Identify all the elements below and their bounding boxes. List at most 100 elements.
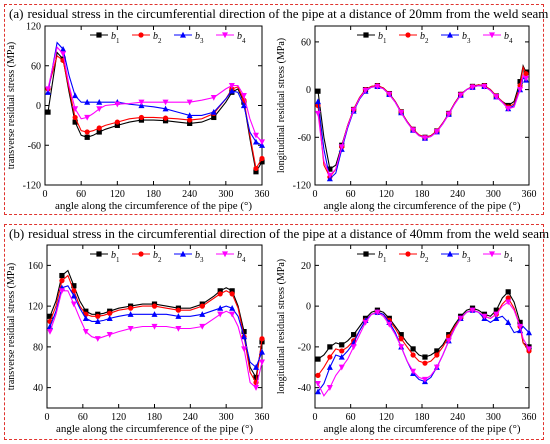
x-tick-label: 60: [346, 189, 356, 200]
x-tick-label: 60: [78, 412, 88, 423]
panel-b: (b) residual stress in the circumferentia…: [4, 224, 549, 440]
legend-marker-b4: [222, 251, 228, 258]
data-point-b3: [175, 313, 182, 319]
data-point-b1: [83, 308, 89, 314]
x-tick-label: 120: [379, 412, 394, 423]
legend-label-b1: b1: [378, 250, 387, 264]
panel-a-title-text: residual stress in the circumferential d…: [27, 6, 549, 21]
series-line-b2: [49, 274, 263, 385]
data-point-b4: [410, 368, 417, 375]
plot-frame: [314, 244, 530, 409]
data-point-b1: [71, 283, 77, 289]
data-point-b3: [240, 102, 247, 109]
data-point-b1: [493, 307, 499, 313]
data-point-b2: [253, 165, 259, 172]
data-point-b2: [162, 115, 169, 121]
data-point-b4: [469, 84, 476, 91]
data-point-b4: [517, 87, 524, 93]
y-tick-label: 60: [31, 61, 41, 72]
data-point-b1: [253, 374, 259, 381]
data-point-b3: [186, 112, 193, 119]
y-tick-label: -60: [28, 141, 41, 152]
y-tick-label: 160: [28, 261, 43, 272]
data-point-b1: [315, 88, 321, 94]
data-point-b4: [445, 338, 452, 344]
data-point-b2: [259, 336, 265, 342]
data-point-b2: [59, 278, 65, 284]
x-axis-label: angle along the circumference of the pip…: [323, 200, 520, 212]
data-point-b3: [326, 364, 333, 370]
data-point-b2: [339, 348, 345, 354]
legend-marker-b3: [447, 31, 453, 38]
y-tick-label: -120: [23, 181, 41, 192]
legend-label-b1: b1: [111, 250, 120, 264]
data-point-b4: [70, 301, 77, 308]
series-line-b3: [47, 41, 263, 146]
legend-label-b1: b1: [111, 31, 120, 45]
data-point-b4: [314, 110, 321, 117]
data-point-b4: [421, 135, 428, 142]
data-point-b4: [106, 332, 113, 338]
x-tick-label: 180: [415, 412, 430, 423]
series-line-b1: [317, 64, 527, 171]
x-tick-label: 120: [111, 412, 126, 423]
data-point-b4: [241, 346, 248, 353]
data-point-b2: [107, 310, 113, 316]
chart-3: 0 60 120 180 240 300 360 40 80 120 160 angle along …: [6, 244, 270, 435]
x-tick-label: 0: [45, 412, 50, 423]
legend-marker-b4: [489, 32, 495, 39]
data-point-b4: [46, 328, 53, 335]
data-point-b3: [229, 304, 236, 311]
data-point-b3: [253, 364, 260, 370]
data-point-b1: [351, 332, 357, 338]
data-point-b2: [259, 155, 265, 162]
data-point-b1: [241, 328, 247, 335]
x-tick-label: 180: [146, 189, 161, 200]
series-line-b4: [317, 74, 527, 177]
data-point-b3: [106, 315, 113, 321]
data-point-b4: [386, 321, 393, 328]
data-point-b4: [175, 325, 182, 332]
data-point-b4: [505, 299, 512, 306]
y-tick-label: -120: [293, 181, 311, 192]
series-b3: [45, 41, 265, 148]
data-point-b3: [162, 105, 169, 112]
series-line-b3: [317, 76, 527, 180]
y-tick-label: 80: [33, 342, 43, 353]
series-b3: [314, 307, 532, 395]
data-point-b1: [45, 109, 51, 115]
legend-label-b3: b3: [195, 31, 204, 45]
x-tick-label: 360: [522, 189, 537, 200]
data-point-b1: [229, 288, 235, 294]
data-point-b4: [60, 51, 67, 58]
x-tick-label: 360: [255, 412, 270, 423]
legend-label-b3: b3: [462, 250, 471, 264]
legend: b1 b2 b3 b4: [357, 250, 513, 264]
plot-frame: [314, 25, 530, 186]
legend-marker-b1: [363, 32, 369, 38]
x-tick-label: 180: [415, 189, 430, 200]
legend-label-b2: b2: [420, 250, 429, 264]
data-point-b4: [314, 380, 321, 387]
data-point-b2: [217, 291, 223, 297]
data-point-b4: [386, 91, 393, 98]
data-point-b4: [433, 364, 440, 371]
data-point-b2: [505, 295, 511, 301]
legend-label-b3: b3: [195, 250, 204, 264]
data-point-b4: [410, 127, 417, 134]
data-point-b1: [138, 117, 145, 123]
data-point-b4: [526, 346, 532, 353]
x-tick-label: 240: [450, 189, 465, 200]
legend-label-b3: b3: [462, 31, 471, 45]
data-point-b3: [127, 311, 134, 317]
data-point-b2: [434, 352, 440, 358]
series-b2: [315, 65, 529, 180]
data-point-b1: [327, 344, 333, 350]
x-tick-label: 240: [182, 189, 197, 200]
data-point-b1: [84, 134, 90, 140]
data-point-b4: [362, 319, 369, 326]
data-point-b4: [210, 94, 217, 101]
data-point-b1: [47, 313, 53, 319]
data-point-b4: [374, 309, 381, 316]
